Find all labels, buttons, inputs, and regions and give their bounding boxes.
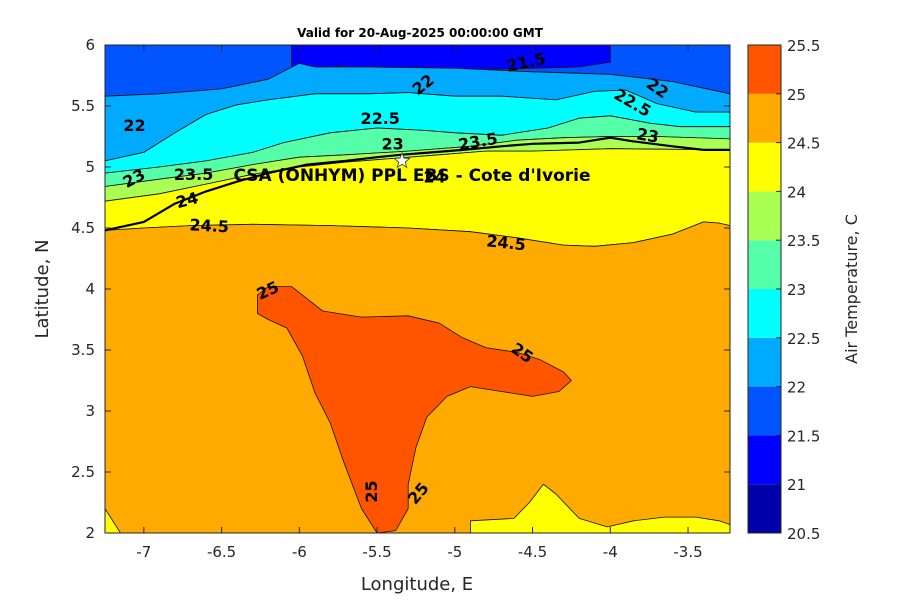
x-tick-label: -5: [447, 543, 462, 561]
colorbar-tick-label: 25.5: [787, 37, 820, 55]
contour-band-24: [469, 483, 731, 534]
contour-label: 22.5: [360, 109, 399, 128]
colorbar: 20.5 21 21.5 22 22.5 23 23.5 24 24.5 25 25.5: [747, 37, 820, 543]
coastline-line: [104, 136, 730, 232]
colorbar-tick-label: 20.5: [787, 525, 820, 543]
station-label: CSA (ONHYM) PPL EBS - Cote d'Ivorie: [233, 166, 590, 186]
colorbar-bin: [748, 240, 781, 289]
colorbar-bin: [748, 337, 781, 387]
x-tick-label: -6: [292, 543, 307, 561]
y-tick-label: 3: [85, 402, 95, 420]
contour-label: 25: [362, 480, 381, 502]
x-axis-label: Longitude, E: [361, 574, 473, 595]
y-tick-label: 4: [85, 280, 95, 298]
colorbar-bin: [748, 386, 781, 436]
colorbar-tick-label: 22: [787, 379, 806, 397]
colorbar-tick-label: 24: [787, 183, 806, 201]
y-tick-label: 5: [85, 158, 95, 176]
colorbar-tick-label: 23.5: [787, 232, 820, 250]
contour-label: 24: [423, 168, 445, 187]
contour-bands: [104, 44, 731, 534]
x-tick-label: -3.5: [673, 543, 702, 561]
y-tick-label: 4.5: [71, 219, 95, 237]
contour-band-25: [256, 286, 572, 534]
colorbar-label: Air Temperature, C: [842, 214, 861, 364]
colorbar-bin: [748, 289, 781, 338]
colorbar-bin: [748, 45, 781, 94]
contour-label: 22: [123, 116, 145, 135]
coastline: [104, 136, 730, 232]
y-axis-label: Latitude, N: [32, 240, 53, 339]
x-tick-label: -4: [603, 543, 618, 561]
colorbar-tick-label: 22.5: [787, 330, 820, 348]
y-tick-label: 2: [85, 524, 95, 542]
colorbar-bin: [748, 93, 781, 143]
contour-label: 24.5: [486, 231, 527, 254]
station-marker: [393, 151, 411, 169]
contour-label: 23: [635, 124, 660, 147]
contour-label: 23.5: [174, 165, 213, 184]
colorbar-bin: [748, 142, 781, 192]
x-tick-label: -6.5: [207, 543, 236, 561]
colorbar-tick-label: 25: [787, 86, 806, 104]
chart-title: Valid for 20-Aug-2025 00:00:00 GMT: [297, 26, 544, 40]
colorbar-tick-label: 21: [787, 476, 806, 494]
contour-label: 23: [381, 135, 403, 154]
colorbar-tick-label: 21.5: [787, 427, 820, 445]
x-tick-label: -7: [136, 543, 151, 561]
x-tick-label: -5.5: [362, 543, 391, 561]
y-tick-label: 2.5: [71, 463, 95, 481]
colorbar-bin: [748, 435, 781, 485]
x-axis: -7 -6.5 -6 -5.5 -5 -4.5 -4 -3.5: [136, 45, 703, 561]
contour-label: 24.5: [189, 215, 229, 236]
y-tick-label: 5.5: [71, 97, 95, 115]
station-star-icon: [393, 151, 411, 169]
colorbar-tick-label: 23: [787, 281, 806, 299]
x-tick-label: -4.5: [518, 543, 547, 561]
y-tick-label: 3.5: [71, 341, 95, 359]
y-axis: 22.533.544.555.56: [71, 36, 730, 542]
colorbar-bin: [748, 484, 781, 533]
colorbar-tick-label: 24.5: [787, 135, 820, 153]
y-tick-label: 6: [85, 36, 95, 54]
colorbar-bin: [748, 191, 781, 241]
